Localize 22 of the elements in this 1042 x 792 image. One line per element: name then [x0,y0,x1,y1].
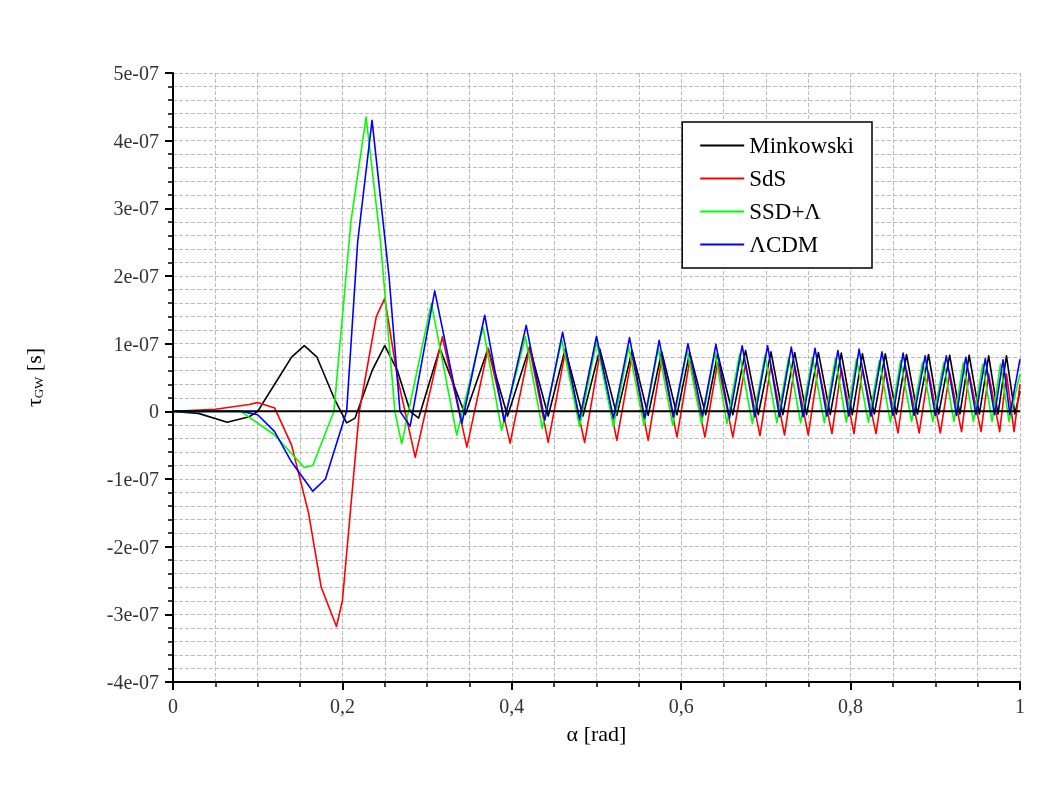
y-tick-label: 1e-07 [113,332,159,355]
legend-label: SSD+Λ [749,199,822,224]
y-tick-label: -1e-07 [106,468,159,490]
y-tick-label: 0 [149,400,159,423]
y-tick-label: -4e-07 [106,671,159,693]
y-tick-label: 5e-07 [113,62,159,84]
x-tick-label: 0,4 [499,695,525,717]
x-tick-label: 0,2 [329,695,355,717]
y-tick-label: 3e-07 [113,197,159,220]
x-tick-label: 0 [168,695,178,717]
y-axis-title: τGW [s] [21,347,46,408]
y-tick-label: -3e-07 [106,603,159,626]
x-tick-label: 1 [1015,695,1025,717]
x-tick-label: 0,6 [668,695,694,717]
legend-label: SdS [749,166,787,191]
legend-label: Minkowski [749,133,855,158]
y-tick-label: 4e-07 [113,129,159,152]
y-tick-label: 2e-07 [113,265,159,287]
y-tick-label: -2e-07 [106,535,159,558]
x-tick-label: 0,8 [838,695,864,717]
x-axis-title: α [rad] [566,720,627,746]
legend-label: ΛCDM [749,232,819,257]
